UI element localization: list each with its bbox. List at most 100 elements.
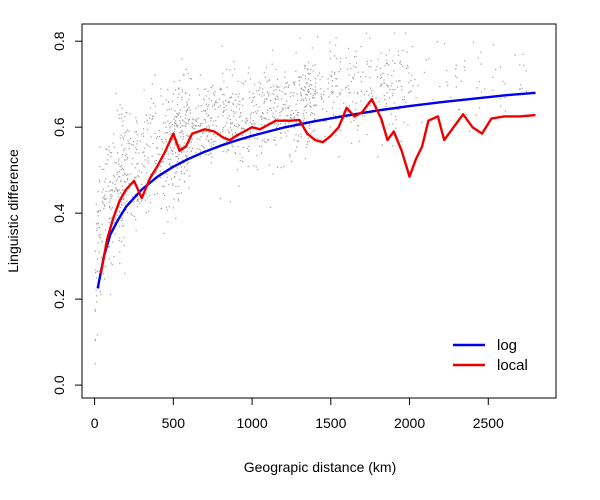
scatter-point [355,50,357,52]
scatter-point [187,73,189,75]
scatter-point [141,163,143,165]
scatter-point [258,106,260,108]
scatter-point [200,136,202,138]
scatter-point [164,122,167,124]
scatter-point [274,118,276,120]
scatter-point [402,98,404,100]
scatter-point [234,99,236,101]
scatter-point [355,55,357,57]
scatter-point [286,100,288,102]
scatter-point [185,123,187,125]
scatter-point [144,121,146,123]
scatter-point [143,128,145,130]
scatter-point [127,140,129,142]
scatter-point [126,200,128,202]
scatter-point [263,138,265,140]
scatter-point [201,145,203,147]
scatter-point [178,185,180,187]
scatter-point [153,115,155,117]
scatter-point [240,112,242,114]
scatter-point [178,88,180,90]
scatter-point [480,51,482,53]
scatter-point [245,138,247,141]
scatter-point [168,123,170,125]
scatter-point [180,166,182,168]
scatter-point [412,46,414,48]
scatter-point [132,196,134,198]
scatter-point [446,69,448,72]
scatter-point [370,66,372,68]
scatter-point [302,112,304,115]
scatter-point [305,87,307,89]
scatter-point [118,171,120,173]
scatter-point [186,111,188,113]
scatter-point [197,105,199,107]
scatter-point [222,93,224,96]
scatter-point [203,147,205,149]
scatter-point [172,153,174,155]
scatter-point [324,135,326,137]
scatter-point [172,207,174,209]
scatter-point [406,64,408,66]
scatter-point [233,68,236,70]
scatter-point [336,96,338,98]
scatter-point [237,145,239,148]
scatter-point [200,150,202,152]
scatter-point [214,108,216,110]
scatter-point [384,64,386,67]
scatter-point [239,160,241,162]
scatter-point [308,90,310,92]
scatter-point [401,89,403,91]
scatter-point [118,113,120,116]
scatter-point [146,119,148,121]
scatter-point [108,150,110,152]
scatter-point [275,122,277,124]
scatter-point [387,84,389,86]
scatter-point [137,162,139,164]
scatter-point [366,134,368,136]
scatter-point [95,223,97,225]
scatter-point [294,118,296,120]
scatter-point [353,74,356,76]
scatter-point [232,93,234,95]
scatter-point [135,116,137,119]
scatter-point [340,57,342,59]
scatter-point [135,219,137,221]
scatter-point [179,144,181,146]
scatter-point [210,146,212,148]
scatter-point [248,145,250,147]
scatter-point [502,80,504,82]
scatter-point [194,128,196,130]
scatter-point [290,117,292,119]
scatter-point [173,118,175,120]
scatter-point [475,114,477,116]
scatter-point [334,71,336,73]
scatter-point [183,145,185,147]
scatter-point [215,119,217,121]
scatter-point [394,89,396,91]
scatter-point [484,88,486,90]
scatter-point [180,173,183,175]
scatter-point [106,148,108,150]
scatter-point [256,155,258,157]
scatter-point [121,107,123,109]
scatter-point [278,86,280,88]
scatter-point [366,63,368,65]
scatter-point [118,196,120,198]
scatter-point [134,193,136,196]
scatter-point [100,234,102,236]
scatter-point [123,244,125,247]
scatter-point [164,132,166,134]
scatter-point [371,90,373,92]
scatter-point [157,153,159,155]
scatter-point [235,126,237,128]
scatter-point [444,43,446,45]
scatter-point [219,132,221,134]
scatter-point [249,121,251,123]
scatter-point [127,212,129,214]
scatter-point [126,178,129,180]
scatter-point [242,83,245,85]
scatter-point [316,104,318,106]
scatter-point [205,88,207,90]
scatter-point [175,120,177,122]
